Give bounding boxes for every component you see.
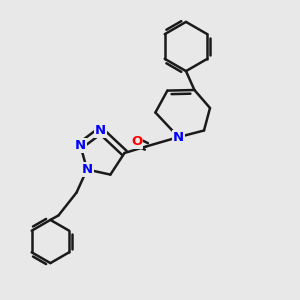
Text: N: N — [81, 163, 93, 176]
Text: N: N — [95, 124, 106, 137]
Text: N: N — [75, 139, 86, 152]
Text: O: O — [131, 135, 142, 148]
Text: N: N — [173, 130, 184, 144]
